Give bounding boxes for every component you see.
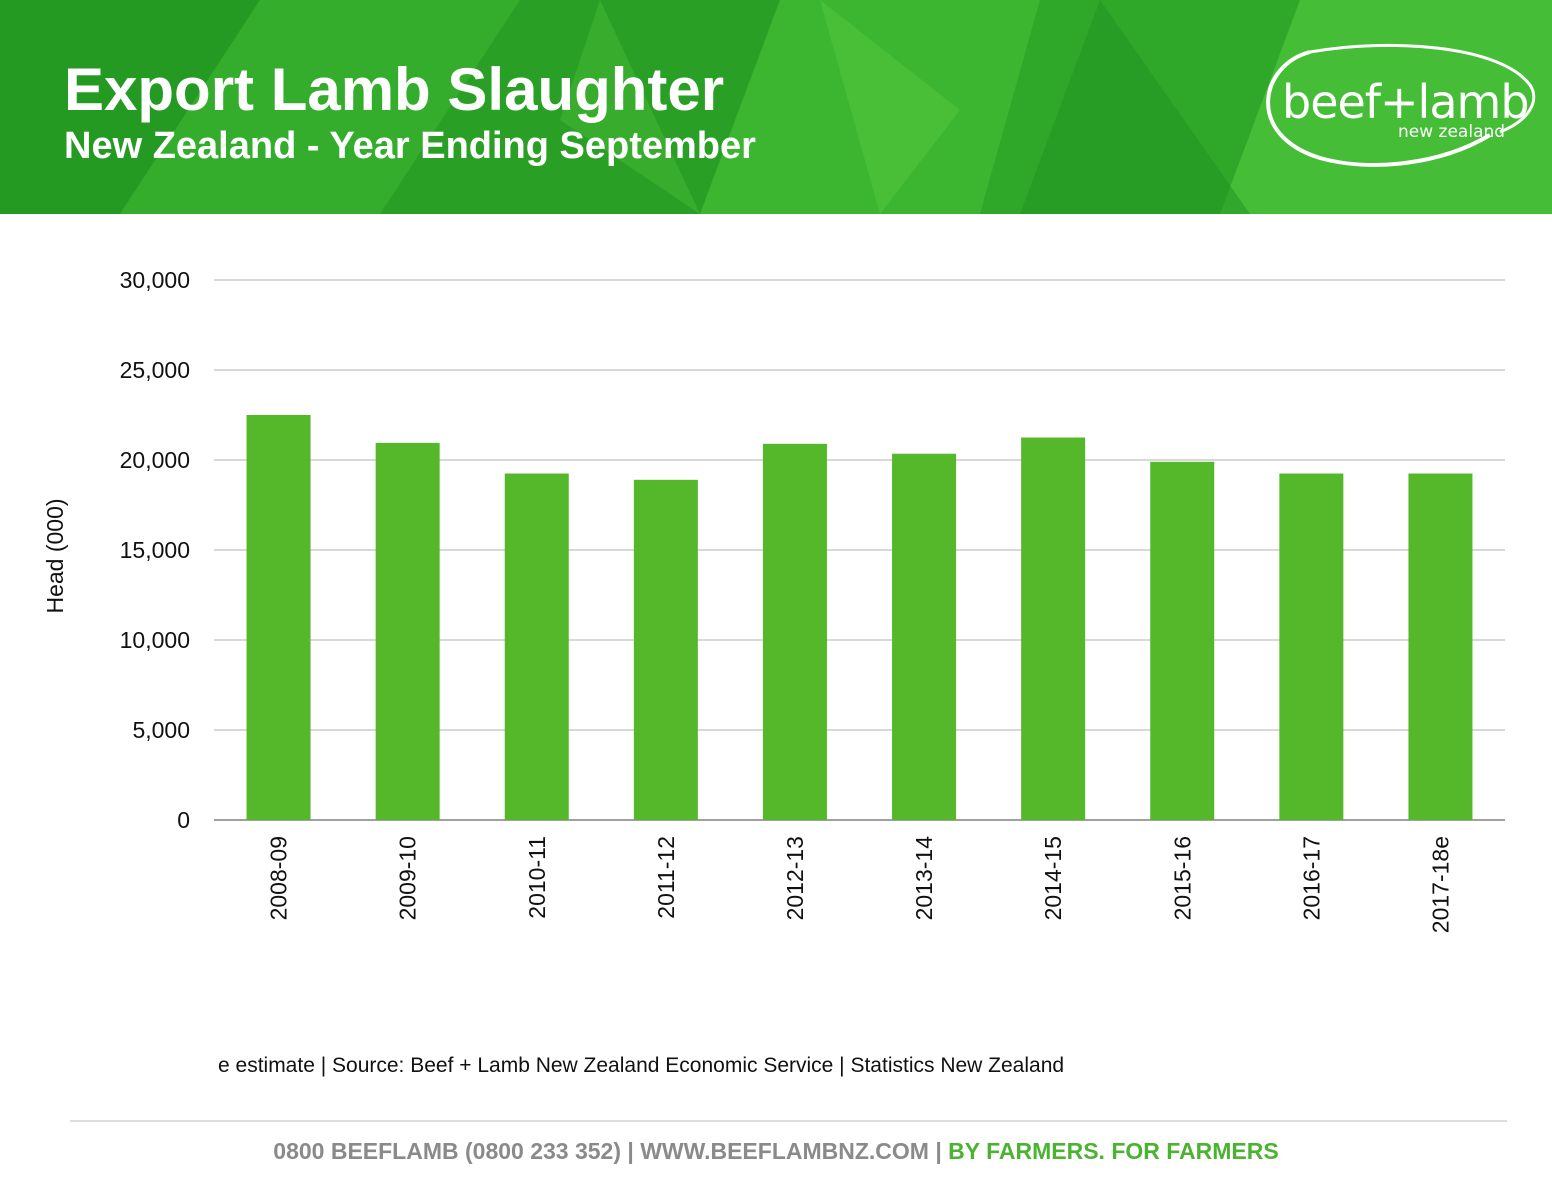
x-tick-label: 2010-11 (524, 836, 550, 919)
bar-2010-11 (504, 473, 569, 820)
bar-2015-16 (1150, 461, 1215, 820)
x-tick-label: 2011-12 (653, 836, 679, 919)
bar-2012-13 (762, 443, 827, 820)
chart-bars (246, 415, 1473, 820)
y-tick-label: 15,000 (120, 537, 190, 563)
bar-2017-18e (1408, 473, 1473, 820)
x-axis-ticks: 2008-09 2009-10 2010-11 2011-12 2012-13 2013-… (266, 836, 1454, 933)
y-axis-ticks: 0 5,000 10,000 15,000 20,000 25,000 30,000 (120, 267, 190, 833)
y-tick-label: 30,000 (120, 267, 190, 293)
x-tick-label: 2009-10 (395, 836, 421, 920)
bar-2014-15 (1021, 437, 1086, 820)
footer-tagline: BY FARMERS. FOR FARMERS (948, 1138, 1279, 1164)
logo-swoosh-icon (1266, 43, 1536, 167)
y-tick-label: 10,000 (120, 627, 190, 653)
y-axis-label: Head (000) (42, 498, 68, 613)
bar-2016-17 (1279, 473, 1344, 820)
x-tick-label: 2014-15 (1040, 836, 1066, 920)
page-title: Export Lamb Slaughter (64, 56, 725, 123)
page-subtitle: New Zealand - Year Ending September (64, 125, 756, 167)
logo-wordmark: beef+lamb (1282, 75, 1530, 129)
y-tick-label: 20,000 (120, 447, 190, 473)
footer-bar: 0800 BEEFLAMB (0800 233 352) | WWW.BEEFL… (0, 1138, 1552, 1165)
source-note: e estimate | Source: Beef + Lamb New Zea… (218, 1054, 1065, 1077)
x-tick-label: 2016-17 (1298, 836, 1324, 920)
footer-divider (70, 1120, 1507, 1122)
bar-2011-12 (633, 479, 698, 820)
y-tick-label: 5,000 (132, 717, 190, 743)
x-tick-label: 2012-13 (782, 836, 808, 920)
bar-2009-10 (375, 442, 440, 820)
x-tick-label: 2008-09 (266, 836, 292, 920)
footer-contact: 0800 BEEFLAMB (0800 233 352) | WWW.BEEFL… (273, 1138, 949, 1164)
bar-2013-14 (892, 453, 957, 820)
header-banner: Export Lamb Slaughter New Zealand - Year… (0, 0, 1552, 214)
banner-polygon-pattern (0, 0, 1552, 214)
beef-lamb-logo: beef+lamb new zealand (1250, 40, 1540, 170)
x-tick-label: 2013-14 (911, 836, 937, 921)
bar-2008-09 (246, 415, 311, 820)
y-tick-label: 25,000 (120, 357, 190, 383)
x-tick-label: 2017-18e (1427, 836, 1453, 933)
bar-chart: 0 5,000 10,000 15,000 20,000 25,000 30,000 200… (42, 267, 1505, 933)
x-tick-label: 2015-16 (1169, 836, 1195, 920)
y-tick-label: 0 (177, 807, 190, 833)
logo-subtext: new zealand (1398, 122, 1506, 142)
